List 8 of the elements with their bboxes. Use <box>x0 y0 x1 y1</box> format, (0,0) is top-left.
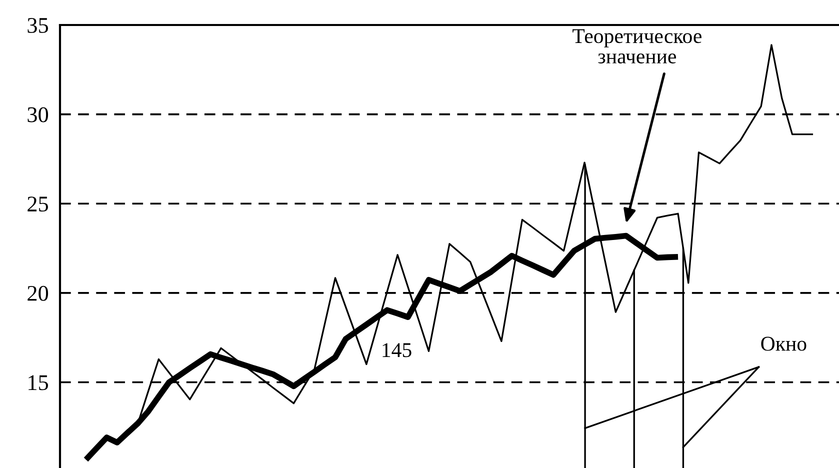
annotation: 145 <box>382 343 412 358</box>
annotation: Окно <box>761 336 806 351</box>
y-tick-label: 35 <box>28 18 48 33</box>
y-tick-label: 15 <box>28 375 48 390</box>
y-tick-label: 20 <box>28 286 48 301</box>
y-tick-label: 25 <box>28 196 48 212</box>
annotation: Теоретическое значение <box>572 29 702 64</box>
y-tick-label: 30 <box>28 107 48 122</box>
